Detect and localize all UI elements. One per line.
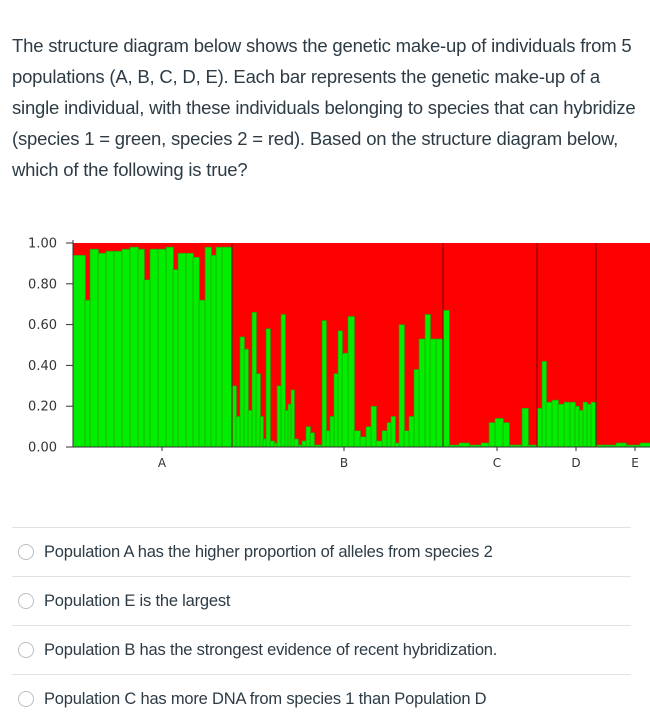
individual-bar-A <box>157 248 167 448</box>
individual-bar-A <box>89 248 99 448</box>
individual-bar-A <box>137 248 145 448</box>
individual-bar-D <box>545 401 553 448</box>
individual-bars <box>72 246 650 448</box>
answer-choices: Population A has the higher proportion o… <box>12 527 631 723</box>
individual-bar-B <box>365 426 372 448</box>
individual-bar-B <box>381 430 388 448</box>
individual-bar-E <box>615 442 627 448</box>
individual-bar-C <box>442 310 450 448</box>
individual-bar-B <box>353 430 361 448</box>
individual-bar-B <box>429 338 437 448</box>
answer-option-c[interactable]: Population B has the strongest evidence … <box>12 625 631 674</box>
structure-chart: 0.00 0.20 0.40 0.60 0.80 1.00 A B C D E <box>0 225 650 485</box>
population-label-C: C <box>493 456 501 470</box>
individual-bar-A <box>165 246 174 448</box>
individual-bar-C <box>458 442 470 448</box>
individual-bar-A <box>172 269 179 448</box>
answer-label: Population C has more DNA from species 1… <box>44 689 487 708</box>
individual-bar-A <box>105 250 115 448</box>
radio-button-icon[interactable] <box>18 642 34 658</box>
individual-bar-C <box>502 422 510 448</box>
structure-plot: 0.00 0.20 0.40 0.60 0.80 1.00 A B C D E <box>28 237 650 470</box>
answer-label: Population E is the largest <box>44 591 231 610</box>
individual-bar-B <box>398 324 405 448</box>
y-tick-label: 0.60 <box>28 318 57 333</box>
individual-bar-B <box>403 430 410 448</box>
individual-bar-B <box>359 436 367 448</box>
radio-button-icon[interactable] <box>18 593 34 609</box>
individual-bar-D <box>569 401 576 448</box>
individual-bar-A <box>97 252 107 448</box>
individual-bar-B <box>321 320 327 448</box>
individual-bar-D <box>551 399 559 448</box>
individual-bar-A <box>121 248 131 448</box>
individual-bar-B <box>370 405 377 448</box>
population-label-E: E <box>631 456 639 470</box>
individual-bar-D <box>557 403 565 448</box>
individual-bar-A <box>192 256 200 448</box>
individual-bar-B <box>375 440 383 448</box>
individual-bar-D <box>536 407 543 448</box>
individual-bar-A <box>177 252 187 448</box>
individual-bar-A <box>185 252 194 448</box>
individual-bar-D <box>563 401 571 448</box>
y-tick-label: 0.00 <box>28 441 57 456</box>
individual-bar-B <box>435 338 444 448</box>
answer-option-b[interactable]: Population E is the largest <box>12 576 631 625</box>
individual-bar-C <box>521 407 529 448</box>
individual-bar-A <box>113 250 123 448</box>
individual-bar-E <box>639 442 650 448</box>
individual-bar-A <box>204 246 212 448</box>
answer-option-d[interactable]: Population C has more DNA from species 1… <box>12 674 631 723</box>
individual-bar-B <box>418 338 426 448</box>
individual-bar-A <box>72 254 86 448</box>
individual-bar-A <box>198 299 206 448</box>
individual-bar-A <box>149 248 159 448</box>
individual-bar-A <box>129 246 139 448</box>
answer-label: Population B has the strongest evidence … <box>44 640 498 659</box>
answer-label: Population A has the higher proportion o… <box>44 542 493 561</box>
radio-button-icon[interactable] <box>18 691 34 707</box>
individual-bar-A <box>215 246 223 448</box>
individual-bar-B <box>424 314 431 448</box>
individual-bar-B <box>265 328 271 448</box>
population-label-D: D <box>571 456 580 470</box>
individual-bar-A <box>210 254 217 448</box>
individual-bar-A <box>84 299 91 448</box>
individual-bar-A <box>221 246 233 448</box>
individual-bar-B <box>413 369 420 448</box>
question-text: The structure diagram below shows the ge… <box>12 35 636 180</box>
answer-option-a[interactable]: Population A has the higher proportion o… <box>12 527 631 576</box>
y-tick-label: 0.40 <box>28 359 57 374</box>
individual-bar-C <box>488 422 496 448</box>
y-tick-label: 0.80 <box>28 277 57 292</box>
individual-bar-B <box>341 352 349 448</box>
y-tick-label: 1.00 <box>28 237 57 252</box>
population-label-A: A <box>158 456 167 470</box>
individual-bar-B <box>390 416 396 448</box>
individual-bar-C <box>480 442 490 448</box>
individual-bar-B <box>290 389 295 448</box>
population-label-B: B <box>340 456 348 470</box>
radio-button-icon[interactable] <box>18 544 34 560</box>
individual-bar-B <box>347 316 355 448</box>
individual-bar-C <box>494 418 504 448</box>
individual-bar-A <box>143 279 151 448</box>
individual-bar-B <box>408 416 415 448</box>
y-tick-label: 0.20 <box>28 400 57 415</box>
